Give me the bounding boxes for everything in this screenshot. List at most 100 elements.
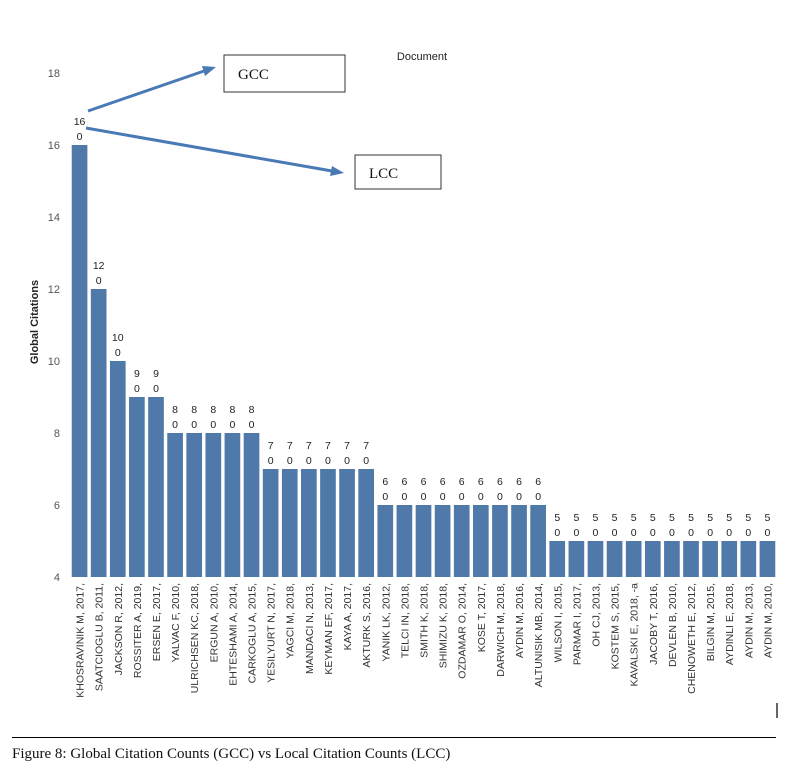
category-labels: KHOSRAVINIK M, 2017, SAATCIOGLU B, 2011, J…: [75, 583, 775, 698]
gcc-data-label: 5: [669, 512, 675, 524]
bar: [396, 505, 413, 577]
category-label: MANDACI N, 2013,: [304, 583, 316, 674]
category-label: OZDAMAR O, 2014,: [457, 583, 469, 679]
y-tick-label: 16: [48, 140, 60, 152]
lcc-data-label: 0: [440, 491, 446, 503]
category-label: KEYMAN EF, 2017,: [323, 583, 335, 675]
gcc-data-label: 8: [172, 404, 178, 416]
lcc-data-label: 0: [363, 455, 369, 467]
category-label: TELCI IN, 2018,: [399, 583, 411, 658]
gcc-data-label: 6: [459, 476, 465, 488]
bar: [511, 505, 527, 577]
gcc-data-label: 6: [497, 476, 503, 488]
gcc-data-label: 6: [516, 476, 522, 488]
annotation-arrows: [85, 66, 344, 176]
gcc-data-label: 16: [74, 116, 86, 128]
lcc-data-label: 0: [497, 491, 503, 503]
category-label: YANIK LK, 2012,: [380, 583, 392, 662]
category-label: YALVAC F, 2010,: [170, 583, 182, 662]
category-label: KAYA A, 2017,: [342, 583, 354, 650]
gcc-data-label: 5: [688, 512, 694, 524]
lcc-data-label: 0: [688, 527, 694, 539]
bar: [109, 361, 126, 577]
bar: [71, 145, 88, 577]
y-tick-label: 12: [48, 284, 60, 296]
gcc-data-label: 5: [650, 512, 656, 524]
gcc-arrow: [87, 69, 205, 113]
lcc-data-label: 0: [535, 491, 541, 503]
lcc-data-label: 0: [306, 455, 312, 467]
gcc-data-label: 6: [440, 476, 446, 488]
gcc-annotation-label: GCC: [238, 67, 269, 83]
category-label: ALTUNISIK MB, 2014,: [533, 583, 545, 687]
lcc-data-label: 0: [650, 527, 656, 539]
lcc-data-label: 0: [765, 527, 771, 539]
gcc-data-label: 5: [745, 512, 751, 524]
bar: [415, 505, 432, 577]
y-tick-label: 8: [54, 428, 60, 440]
category-label: KOSE T, 2017,: [476, 583, 488, 652]
lcc-data-label: 0: [401, 491, 407, 503]
bar: [759, 541, 776, 577]
data-labels: 16 0 12 0 10 0 9 0 9 0 8 0 8 0 8 0 8 0 8 0 7 0 7 0 7 0 7 0 7 0 7 0 6 0 6 0 6…: [74, 116, 771, 539]
category-label: AYDIN M, 2013,: [743, 583, 755, 658]
gcc-data-label: 7: [325, 440, 331, 452]
bar: [702, 541, 718, 577]
gcc-annotation-box: [223, 54, 346, 93]
lcc-data-label: 0: [593, 527, 599, 539]
bar: [186, 433, 203, 577]
bar: [683, 541, 699, 577]
gcc-data-label: 8: [249, 404, 255, 416]
category-label: SAATCIOGLU B, 2011,: [94, 583, 106, 691]
y-axis-ticks: 4 6 8 10 12 14 16 18: [48, 68, 60, 584]
gcc-data-label: 7: [363, 440, 369, 452]
lcc-data-label: 0: [707, 527, 713, 539]
gcc-data-label: 7: [287, 440, 293, 452]
bar: [358, 469, 375, 577]
category-label: YESILYURT N, 2017,: [266, 583, 278, 683]
lcc-data-label: 0: [382, 491, 388, 503]
bar: [740, 541, 757, 577]
category-label: EHTESHAMI A, 2014,: [227, 583, 239, 686]
lcc-data-label: 0: [745, 527, 751, 539]
bar: [492, 505, 508, 577]
bar: [664, 541, 680, 577]
caption-divider: [12, 737, 776, 738]
category-label: KOSTEM S, 2015,: [610, 583, 622, 669]
bar: [625, 541, 642, 577]
lcc-data-label: 0: [573, 527, 579, 539]
lcc-annotation-box: [354, 154, 442, 190]
bar: [262, 469, 279, 577]
lcc-arrow: [85, 126, 333, 173]
gcc-data-label: 9: [134, 368, 140, 380]
gcc-data-label: 7: [306, 440, 312, 452]
lcc-data-label: 0: [478, 491, 484, 503]
category-label: JACOBY T, 2016,: [648, 583, 660, 665]
lcc-arrow-head: [330, 166, 344, 176]
lcc-data-label: 0: [325, 455, 331, 467]
category-label: SMITH K, 2018,: [419, 583, 431, 658]
gcc-data-label: 5: [612, 512, 618, 524]
bars: [71, 145, 776, 577]
bar: [129, 397, 145, 577]
y-tick-label: 18: [48, 68, 60, 80]
bar: [148, 397, 164, 577]
lcc-data-label: 0: [344, 455, 350, 467]
bar: [301, 469, 317, 577]
bar: [90, 289, 107, 577]
lcc-data-label: 0: [669, 527, 675, 539]
bar: [434, 505, 451, 577]
gcc-data-label: 5: [593, 512, 599, 524]
lcc-data-label: 0: [421, 491, 427, 503]
bar: [243, 433, 260, 577]
category-label: OH CJ, 2013,: [590, 583, 602, 647]
y-axis-label: Global Citations: [29, 280, 41, 364]
gcc-data-label: 6: [401, 476, 407, 488]
lcc-data-label: 0: [459, 491, 465, 503]
category-label: ERSEN E, 2017,: [151, 583, 163, 661]
y-tick-label: 4: [54, 572, 60, 584]
gcc-data-label: 6: [478, 476, 484, 488]
lcc-data-label: 0: [134, 383, 140, 395]
bar-chart: Document Global Citations 4681012141618 …: [29, 51, 778, 718]
lcc-data-label: 0: [115, 347, 121, 359]
